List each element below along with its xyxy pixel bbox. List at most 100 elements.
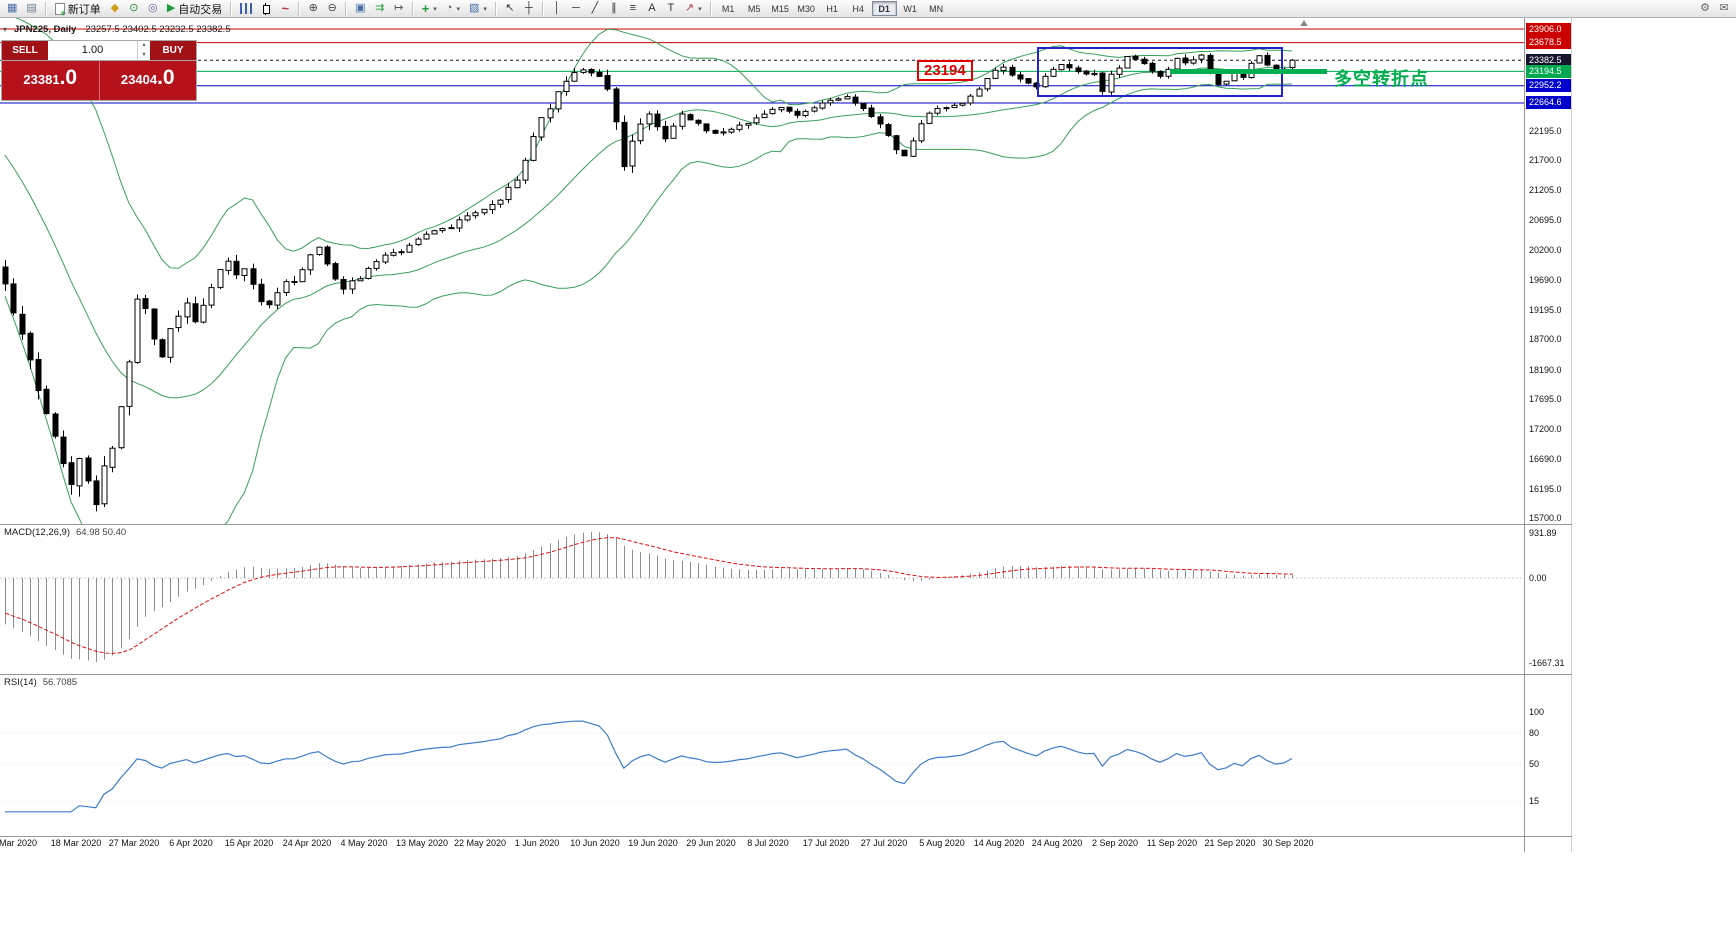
timeframe-mn-button[interactable]: MN — [929, 3, 944, 14]
tile-windows-button[interactable]: ▣ — [351, 1, 369, 17]
turning-point-label-annotation[interactable]: 多空转折点 — [1334, 69, 1429, 89]
macd-axis-label: 0.00 — [1529, 573, 1547, 583]
cursor-button[interactable]: ↖ — [501, 1, 519, 17]
date-label: 18 Mar 2020 — [50, 838, 102, 848]
spinner-up-icon[interactable] — [138, 41, 150, 51]
date-label: 24 Apr 2020 — [282, 838, 332, 848]
toolbar-separator — [345, 1, 348, 16]
new-chart-button[interactable]: ▦ — [3, 1, 21, 17]
date-label: 2 Sep 2020 — [1091, 838, 1139, 848]
rsi-label: RSI(14) 56.7085 — [4, 677, 77, 688]
messages-button[interactable]: ✉ — [1715, 1, 1733, 17]
timeframe-h4-button[interactable]: H4 — [852, 3, 864, 14]
macd-canvas[interactable] — [0, 524, 1524, 674]
rsi-value: 56.7085 — [42, 677, 78, 688]
bollinger-middle-line[interactable] — [4, 66, 1293, 399]
rsi-axis-label: 15 — [1529, 796, 1540, 806]
periods-button[interactable]: ◔ ▾ — [442, 1, 464, 17]
chart-shift-button[interactable]: ↦ — [390, 1, 408, 17]
caret-down-icon: ▾ — [456, 5, 460, 13]
timeframe-m30-button[interactable]: M30 — [797, 3, 815, 14]
sell-button[interactable]: SELL — [2, 41, 48, 60]
rsi-line — [5, 720, 1293, 813]
bollinger-lower-line[interactable] — [4, 83, 1293, 524]
trendline-button[interactable]: ╱ — [586, 1, 604, 17]
timeframe-w1-button[interactable]: W1 — [903, 3, 917, 14]
price-level-label: 22664.6 — [1526, 96, 1571, 109]
horizontal-lines-layer — [0, 28, 1524, 104]
sell-price-display[interactable]: 23381.0 — [2, 61, 100, 100]
one-click-toggle-icon[interactable]: ▾ — [3, 25, 8, 34]
horizontal-line-icon: ─ — [571, 2, 580, 14]
fibonacci-icon: ≡ — [629, 2, 637, 14]
rsi-levels — [0, 732, 1524, 802]
order-sheet-icon — [54, 2, 66, 18]
volume-value: 1.00 — [81, 44, 104, 56]
fibonacci-button[interactable]: ≡ — [624, 1, 642, 17]
zoom-in-button[interactable]: ⊕ — [304, 1, 322, 17]
metaeditor-button[interactable]: ◆ — [106, 1, 124, 17]
bar-chart-mode-button[interactable] — [236, 1, 256, 17]
volume-spinner[interactable] — [137, 41, 150, 60]
new-order-button[interactable]: 新订单 — [51, 1, 105, 18]
line-chart-mode-button[interactable]: ~ — [276, 1, 294, 17]
panel-separator[interactable] — [0, 524, 1572, 525]
chart-page-icon: ▦ — [7, 2, 18, 14]
buy-button[interactable]: BUY — [150, 41, 196, 60]
rsi-canvas[interactable] — [0, 674, 1524, 836]
panel-separator[interactable] — [0, 674, 1572, 675]
templates-button[interactable]: ▧ ▾ — [465, 1, 491, 17]
auto-scroll-button[interactable]: ⇉ — [371, 1, 389, 17]
chart-window: ▾ JPN225, Daily 23257.5 23402.5 23232.5 … — [0, 18, 1572, 852]
text-a-icon: A — [648, 2, 656, 14]
price-chart-canvas[interactable] — [0, 18, 1524, 524]
rsi-name: RSI(14) — [4, 677, 37, 688]
volume-input[interactable]: 1.00 — [48, 41, 150, 60]
alerts-button[interactable]: ◎ — [144, 1, 162, 17]
macd-panel: MACD(12,26,9) 64.98 50.40 — [0, 524, 1524, 674]
metaeditor-diamond-icon: ◆ — [110, 2, 120, 14]
timeframe-m1-button[interactable]: M1 — [721, 3, 735, 14]
clock-icon: ◔ — [445, 2, 453, 14]
timeframe-h1-button[interactable]: H1 — [826, 3, 838, 14]
history-center-button[interactable]: ⊙ — [125, 1, 143, 17]
channel-button[interactable]: ∥ — [605, 1, 623, 17]
caret-down-icon: ▾ — [483, 5, 487, 13]
price-tick: 18700.0 — [1529, 334, 1562, 344]
caret-down-icon: ▾ — [433, 5, 437, 13]
price-callout-annotation[interactable]: 23194 — [917, 60, 973, 81]
horizontal-line-button[interactable]: ─ — [567, 1, 585, 17]
timeframe-m15-button[interactable]: M15 — [771, 3, 789, 14]
time-axis[interactable]: Mar 2020 18 Mar 2020 27 Mar 2020 6 Apr 2020… — [0, 836, 1524, 852]
crosshair-icon: ┼ — [524, 2, 533, 14]
indicators-button[interactable]: + ▾ — [418, 1, 441, 17]
toolbar-separator — [44, 1, 47, 16]
date-label: 14 Aug 2020 — [973, 838, 1025, 848]
sell-price-pips: .0 — [59, 66, 78, 89]
candlestick-mode-button[interactable] — [257, 1, 275, 17]
timeframe-d1-button[interactable]: D1 — [871, 1, 897, 16]
text-label-button[interactable]: T — [662, 1, 680, 17]
settings-button[interactable]: ⚙ — [1696, 1, 1714, 17]
price-tick: 19690.0 — [1529, 275, 1562, 285]
history-clock-icon: ⊙ — [129, 2, 139, 14]
timeframe-m5-button[interactable]: M5 — [747, 3, 761, 14]
zoom-out-button[interactable]: ⊖ — [323, 1, 341, 17]
arrow-objects-button[interactable]: ↗ ▾ — [681, 1, 706, 17]
text-button[interactable]: A — [643, 1, 661, 17]
price-tick: 18190.0 — [1529, 365, 1562, 375]
spinner-down-icon[interactable] — [138, 51, 150, 61]
turning-point-line-annotation[interactable] — [1170, 69, 1327, 74]
crosshair-button[interactable]: ┼ — [520, 1, 538, 17]
price-level-label: 23382.5 — [1526, 54, 1571, 67]
vertical-line-button[interactable]: │ — [548, 1, 566, 17]
date-label: 17 Jul 2020 — [802, 838, 850, 848]
profiles-button[interactable]: ▤ — [22, 1, 40, 17]
bollinger-upper-line[interactable] — [5, 18, 1293, 269]
buy-price-display[interactable]: 23404.0 — [99, 61, 196, 100]
macd-histogram — [5, 532, 1293, 662]
autotrading-button[interactable]: ▶ 自动交易 — [163, 1, 226, 17]
toolbar-separator — [298, 1, 301, 16]
price-axis[interactable]: 22195.0 21700.0 21205.0 20695.0 20200.0 19690… — [1524, 18, 1571, 852]
price-tick: 17200.0 — [1529, 424, 1562, 434]
